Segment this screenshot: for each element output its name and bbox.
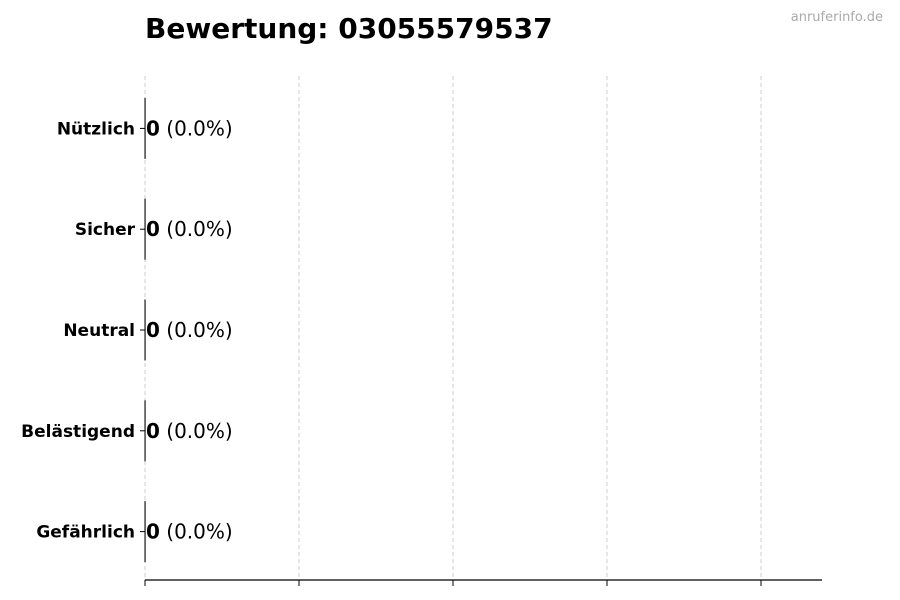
value-label: 0 — [146, 520, 160, 544]
percent-label: (0.0%) — [160, 419, 233, 443]
watermark: anruferinfo.de — [790, 10, 883, 25]
chart-title: Bewertung: 03055579537 — [145, 12, 553, 45]
data-label: 0 (0.0%) — [146, 318, 233, 342]
category-label: Nützlich — [57, 119, 135, 139]
percent-label: (0.0%) — [160, 520, 233, 544]
value-label: 0 — [146, 419, 160, 443]
category-label: Neutral — [63, 321, 135, 341]
data-label: 0 (0.0%) — [146, 520, 233, 544]
category-label: Gefährlich — [36, 523, 135, 543]
percent-label: (0.0%) — [160, 318, 233, 342]
value-label: 0 — [146, 116, 160, 140]
value-label: 0 — [146, 318, 160, 342]
value-label: 0 — [146, 217, 160, 241]
category-label: Sicher — [75, 220, 136, 240]
category-label: Belästigend — [21, 422, 135, 442]
percent-label: (0.0%) — [160, 116, 233, 140]
data-label: 0 (0.0%) — [146, 217, 233, 241]
percent-label: (0.0%) — [160, 217, 233, 241]
data-label: 0 (0.0%) — [146, 419, 233, 443]
data-label: 0 (0.0%) — [146, 116, 233, 140]
